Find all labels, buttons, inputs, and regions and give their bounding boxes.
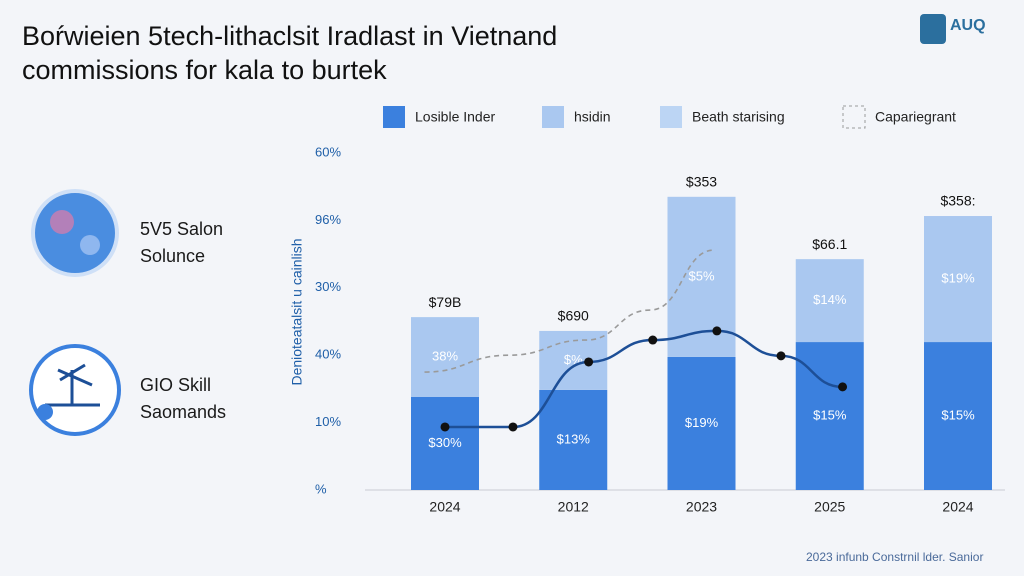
segment-label: $19% [685, 415, 719, 430]
segment-label: $% [564, 352, 583, 367]
x-tick-label: 2024 [429, 499, 460, 515]
legend-swatch [842, 105, 866, 129]
segment-label: $14% [813, 292, 847, 307]
y-axis-text: 96% [315, 212, 341, 227]
sidebar-text: Saomands [140, 402, 226, 422]
x-tick-label: 2024 [942, 499, 973, 515]
total-label: $79B [429, 294, 462, 310]
sidebar-text: Solunce [140, 246, 205, 266]
y-axis-text: 30% [315, 279, 341, 294]
title-line: Boŕwieien 5tech-lithaclsit Iradlast in V… [22, 21, 557, 51]
bar-segment [667, 356, 736, 490]
total-label: $690 [558, 308, 589, 324]
total-label: $358: [940, 193, 975, 209]
y-axis-text: % [315, 481, 327, 496]
legend-swatch [542, 106, 564, 128]
total-label: $353 [686, 174, 717, 190]
line-marker [508, 422, 518, 432]
y-axis-label: Denioteatalsit u cainlish [289, 238, 305, 385]
sidebar-icon [45, 363, 100, 407]
x-tick-label: 2025 [814, 499, 845, 515]
sidebar-icon [37, 404, 53, 420]
line-marker [712, 326, 722, 336]
segment-label: $19% [941, 270, 975, 285]
line [424, 249, 715, 373]
x-tick-label: 2023 [686, 499, 717, 515]
segment-label: $30% [428, 435, 462, 450]
sidebar-icon [31, 189, 119, 277]
sidebar-text: 5V5 Salon [140, 219, 223, 239]
sidebar-icon [80, 235, 100, 255]
y-axis-text: 10% [315, 414, 341, 429]
line-marker [584, 357, 594, 367]
legend-swatch [660, 106, 682, 128]
legend-label: Beath starising [692, 109, 785, 125]
sidebar-text: GIO Skill [140, 375, 211, 395]
y-axis-text: 60% [315, 144, 341, 159]
bar-segment [924, 342, 992, 490]
legend-label: Losible Inder [415, 109, 496, 125]
footer: 2023 infunb Constrnil lder. Sanior [806, 550, 983, 564]
bar-segment [411, 396, 479, 490]
line-marker [648, 335, 658, 345]
x-tick-label: 2012 [558, 499, 589, 515]
line-marker [440, 422, 450, 432]
line-marker [838, 382, 848, 392]
line [445, 329, 843, 429]
bar-segment [411, 317, 479, 397]
segment-label: 38% [432, 348, 458, 363]
segment-label: $15% [813, 407, 847, 422]
bar-segment [795, 259, 864, 343]
sidebar-icon [29, 344, 121, 436]
total-label: $66.1 [812, 236, 847, 252]
line-marker [776, 351, 786, 361]
bar-segment [924, 216, 992, 343]
bar-segment [539, 389, 608, 490]
segment-label: $5% [688, 268, 714, 283]
sidebar-icon [50, 210, 74, 234]
segment-label: $15% [941, 407, 975, 422]
legend-swatch [383, 106, 405, 128]
legend-label: hsidin [574, 109, 611, 125]
legend-label: Capariegrant [875, 109, 956, 125]
y-axis-text: 40% [315, 347, 341, 362]
logo-text: AUQ [950, 17, 986, 34]
logo-icon [920, 14, 946, 44]
title-line: commissions for kala to burtek [22, 55, 387, 85]
segment-label: $13% [557, 431, 591, 446]
